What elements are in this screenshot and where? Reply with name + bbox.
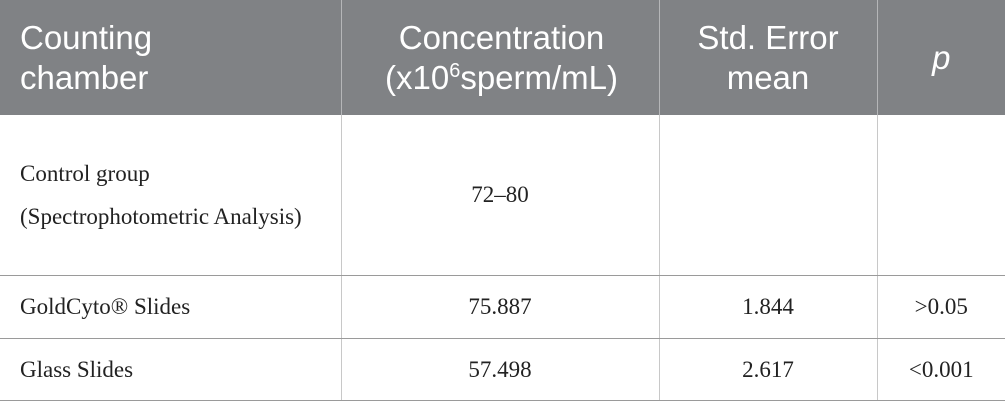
table-body: Control group (Spectrophotometric Analys… bbox=[0, 115, 1005, 401]
cell: 75.887 bbox=[340, 275, 659, 339]
cell: >0.05 bbox=[876, 275, 1005, 339]
header-cell: Counting chamber bbox=[0, 0, 341, 115]
row: GoldCyto® Slides 75.887 1.844 >0.05 bbox=[0, 275, 1005, 339]
cell: Glass Slides bbox=[0, 338, 341, 401]
cell: 57.498 bbox=[340, 338, 659, 401]
cell: GoldCyto® Slides bbox=[0, 275, 341, 339]
header-text: p bbox=[932, 38, 951, 76]
table-header: Counting chamber Concentration (x106sper… bbox=[0, 0, 1005, 115]
row: Glass Slides 57.498 2.617 <0.001 bbox=[0, 338, 1005, 401]
header-text: Counting chamber bbox=[20, 18, 153, 96]
header-cell: Std. Error mean bbox=[658, 0, 877, 115]
row: Control group (Spectrophotometric Analys… bbox=[0, 115, 1005, 276]
cell: <0.001 bbox=[876, 338, 1005, 401]
cell: 1.844 bbox=[658, 275, 877, 339]
cell bbox=[658, 115, 877, 276]
header-text: Concentration (x106sperm/mL) bbox=[362, 18, 642, 98]
superscript: 6 bbox=[449, 59, 461, 82]
header-row: Counting chamber Concentration (x106sper… bbox=[0, 0, 1005, 115]
header-text: Concentration (x10 bbox=[384, 18, 605, 96]
header-text: Std. Error mean bbox=[697, 18, 839, 96]
header-cell: Concentration (x106sperm/mL) bbox=[340, 0, 659, 115]
cell: Control group (Spectrophotometric Analys… bbox=[0, 115, 341, 276]
cell: 2.617 bbox=[658, 338, 877, 401]
data-table: Counting chamber Concentration (x106sper… bbox=[0, 0, 1005, 401]
cell: 72–80 bbox=[340, 115, 659, 276]
header-cell: p bbox=[876, 0, 1005, 115]
cell bbox=[876, 115, 1005, 276]
header-text: sperm/mL) bbox=[460, 58, 618, 96]
